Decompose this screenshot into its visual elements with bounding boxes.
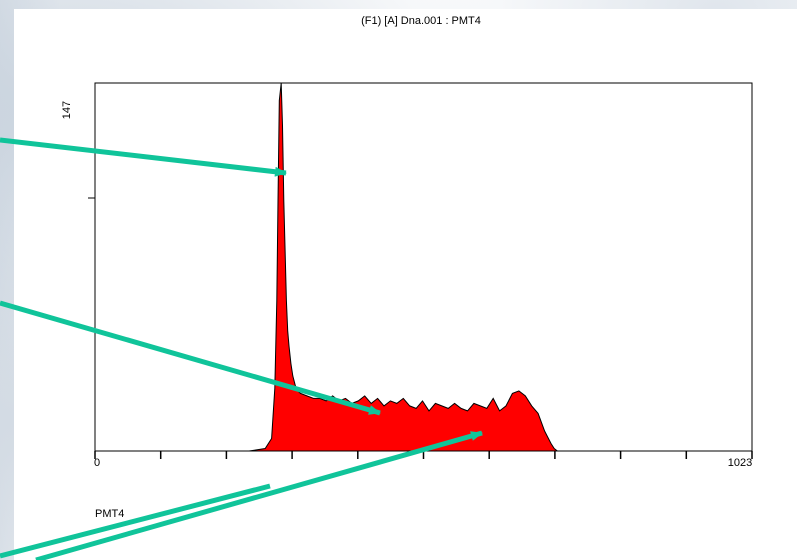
- annotation-arrows: [0, 137, 483, 560]
- arrow-axis-label: [0, 483, 271, 559]
- histogram-area: [95, 82, 752, 452]
- arrow-s-phase: [0, 300, 381, 416]
- chart-title: (F1) [A] Dna.001 : PMT4: [361, 15, 481, 27]
- y-tick-label-max: 147: [61, 101, 73, 119]
- x-axis-label: PMT4: [95, 508, 124, 520]
- x-tick-label-max: 1023: [728, 457, 752, 469]
- x-axis-ticks: [94, 451, 753, 459]
- arrow-g2-peak: [35, 430, 483, 560]
- x-tick-label-min: 0: [94, 457, 100, 469]
- arrow-g1-peak: [0, 137, 287, 177]
- plot-frame: [94, 82, 753, 452]
